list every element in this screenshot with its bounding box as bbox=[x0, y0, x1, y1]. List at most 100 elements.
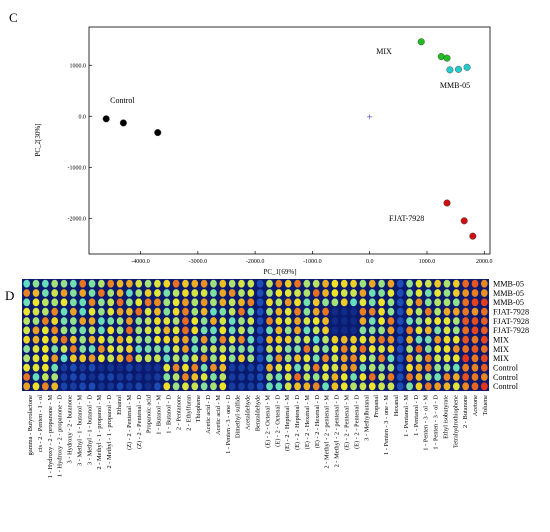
heatmap-cell bbox=[350, 317, 357, 325]
heatmap-cell bbox=[415, 363, 423, 372]
heatmap-cell bbox=[368, 382, 376, 391]
heatmap-cell bbox=[294, 335, 301, 344]
heatmap-cell bbox=[200, 298, 208, 307]
heatmap-cell bbox=[219, 317, 227, 325]
heatmap-cell bbox=[415, 335, 423, 344]
heatmap-cell bbox=[387, 289, 395, 297]
panel-letter-d: D bbox=[5, 288, 14, 303]
heatmap-cell bbox=[350, 335, 357, 344]
heatmap-cell bbox=[98, 279, 105, 288]
heatmap-cell bbox=[238, 373, 245, 381]
heatmap-cell bbox=[210, 373, 217, 381]
heatmap-cells bbox=[22, 279, 489, 391]
heatmap-cell bbox=[480, 326, 488, 335]
heatmap-cell bbox=[452, 289, 460, 297]
annotation-mix: MIX bbox=[376, 47, 392, 56]
heatmap-cell bbox=[406, 382, 413, 391]
heatmap-cell bbox=[107, 345, 115, 353]
heatmap-cell bbox=[88, 363, 96, 372]
heatmap-cell bbox=[350, 363, 357, 372]
heatmap-cell bbox=[210, 289, 217, 297]
heatmap-cell bbox=[378, 279, 385, 288]
heatmap-cell bbox=[247, 326, 255, 335]
heatmap-cell bbox=[88, 354, 96, 363]
heatmap-cell bbox=[163, 354, 171, 363]
heatmap-cell bbox=[135, 317, 143, 325]
heatmap-cell bbox=[256, 307, 264, 316]
heatmap-cell bbox=[256, 335, 264, 344]
heatmap-cell bbox=[228, 307, 236, 316]
heatmap-cell bbox=[51, 354, 59, 363]
heatmap-cell bbox=[396, 307, 404, 316]
heatmap-cell bbox=[98, 382, 105, 391]
heatmap-cell bbox=[471, 335, 479, 344]
heatmap-cell bbox=[116, 298, 124, 307]
heatmap-cell bbox=[396, 382, 404, 391]
heatmap-cell bbox=[368, 279, 376, 288]
heatmap-cell bbox=[238, 363, 245, 372]
heatmap-cell bbox=[387, 298, 395, 307]
heatmap-cell bbox=[238, 307, 245, 316]
heatmap-cell bbox=[98, 354, 105, 363]
heatmap-column-label: 2 - Ethylfuran bbox=[185, 394, 192, 431]
heatmap-cell bbox=[471, 289, 479, 297]
heatmap-cell bbox=[462, 354, 470, 363]
heatmap-cell bbox=[172, 317, 180, 325]
point-control bbox=[119, 119, 127, 127]
heatmap-cell bbox=[284, 317, 292, 325]
heatmap-cell bbox=[359, 326, 367, 335]
heatmap-cell bbox=[98, 317, 105, 325]
heatmap-cell bbox=[126, 317, 133, 325]
heatmap-cell bbox=[70, 354, 77, 363]
heatmap-cell bbox=[163, 317, 171, 325]
heatmap-cell bbox=[452, 335, 460, 344]
heatmap-cell bbox=[182, 317, 189, 325]
heatmap-cell bbox=[396, 354, 404, 363]
heatmap-cell bbox=[219, 298, 227, 307]
heatmap-cell bbox=[219, 345, 227, 353]
heatmap-cell bbox=[359, 373, 367, 381]
heatmap-column-label: 1 - Pentanol - M bbox=[403, 395, 410, 437]
heatmap-cell bbox=[154, 307, 161, 316]
heatmap-cell bbox=[23, 382, 31, 391]
heatmap-row-label: MIX bbox=[493, 335, 509, 344]
heatmap-cell bbox=[88, 373, 96, 381]
heatmap-cell bbox=[266, 298, 273, 307]
heatmap-cell bbox=[70, 279, 77, 288]
heatmap-cell bbox=[191, 307, 199, 316]
heatmap-cell bbox=[387, 363, 395, 372]
heatmap-cell bbox=[23, 289, 31, 297]
y-tick-label: 0.0 bbox=[79, 114, 87, 120]
heatmap-cell bbox=[378, 326, 385, 335]
x-tick-label: -1000.0 bbox=[303, 259, 322, 265]
heatmap-cell bbox=[219, 354, 227, 363]
heatmap-cell bbox=[452, 354, 460, 363]
heatmap-cell bbox=[275, 363, 283, 372]
heatmap-cell bbox=[154, 326, 161, 335]
heatmap-cell bbox=[70, 382, 77, 391]
heatmap-cell bbox=[107, 363, 115, 372]
heatmap-cell bbox=[247, 363, 255, 372]
heatmap-cell bbox=[219, 373, 227, 381]
heatmap-cell bbox=[126, 345, 133, 353]
heatmap-cell bbox=[266, 335, 273, 344]
heatmap-cell bbox=[238, 326, 245, 335]
heatmap-cell bbox=[368, 345, 376, 353]
heatmap-cell bbox=[163, 326, 171, 335]
heatmap-cell bbox=[219, 307, 227, 316]
annotation-mmb-05: MMB-05 bbox=[440, 81, 470, 90]
heatmap-cell bbox=[247, 335, 255, 344]
heatmap-cell bbox=[116, 345, 124, 353]
heatmap-cell bbox=[79, 354, 87, 363]
heatmap-cell bbox=[60, 335, 68, 344]
heatmap-cell bbox=[70, 373, 77, 381]
heatmap-cell bbox=[182, 326, 189, 335]
heatmap-cell bbox=[51, 317, 59, 325]
heatmap-column-label: 1 - Penten - 3 - ol - D bbox=[433, 395, 440, 450]
heatmap-cell bbox=[471, 307, 479, 316]
x-tick-label: 1000.0 bbox=[419, 259, 436, 265]
heatmap-cell bbox=[368, 354, 376, 363]
heatmap-cell bbox=[256, 289, 264, 297]
heatmap-cell bbox=[359, 317, 367, 325]
heatmap-cell bbox=[480, 373, 488, 381]
